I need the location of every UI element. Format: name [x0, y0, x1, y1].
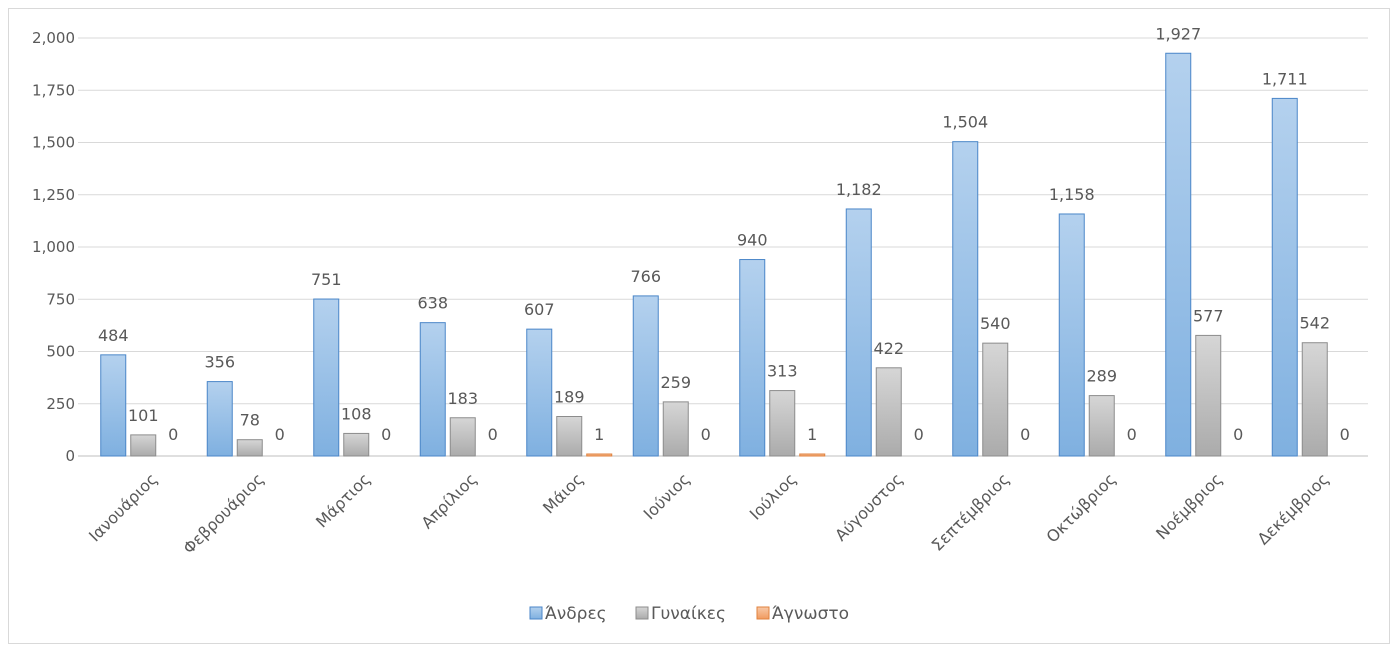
bar-Άνδρες-Δεκέμβριος [1271, 97, 1298, 457]
x-tick-label: Οκτώβριος [1042, 469, 1119, 546]
bar-Γυναίκες-Μάρτιος [343, 432, 370, 457]
legend-swatch [756, 606, 770, 620]
y-tick-label: 500 [46, 343, 75, 361]
data-label: 542 [1299, 314, 1330, 333]
data-label: 484 [98, 326, 129, 345]
x-tick-label: Αύγουστος [831, 469, 906, 544]
x-tick-label: Φεβρουάριος [179, 469, 267, 557]
data-label: 0 [914, 425, 924, 444]
x-axis: Ιανουάριος Φεβρουάριος Μάρτιος Απρίλιος Μάιο… [85, 469, 1333, 557]
y-tick-label: 750 [46, 290, 75, 308]
bar-Άνδρες-Ιούλιος [739, 259, 766, 457]
x-tick-label: Ιούλιος [746, 469, 800, 523]
data-label: 577 [1193, 306, 1224, 325]
x-tick-label: Ιούνιος [640, 469, 694, 523]
y-tick-label: 2,000 [32, 29, 75, 47]
data-label: 1 [807, 425, 817, 444]
bar-Γυναίκες-Ιούλιος [769, 390, 796, 457]
x-tick-label: Ιανουάριος [85, 469, 161, 545]
bar-Άνδρες-Αύγουστος [845, 208, 872, 457]
data-labels: 484 101 0 356 78 0 751 108 0 638 183 0 607 189 1 766 259… [98, 24, 1350, 444]
chart-area [8, 8, 1390, 644]
data-label: 108 [341, 404, 372, 423]
data-label: 183 [447, 389, 478, 408]
x-tick-label: Δεκέμβριος [1254, 469, 1333, 548]
data-label: 638 [417, 294, 448, 313]
legend-label: Άνδρες [545, 604, 607, 624]
bar-Άνδρες-Νοέμβριος [1165, 52, 1192, 457]
legend-label: Γυναίκες [651, 604, 726, 624]
y-tick-label: 250 [46, 395, 75, 413]
data-label: 0 [1340, 425, 1350, 444]
data-label: 189 [554, 387, 585, 406]
bar-Γυναίκες-Αύγουστος [875, 367, 902, 457]
data-label: 289 [1086, 367, 1117, 386]
data-label: 540 [980, 314, 1011, 333]
data-label: 313 [767, 362, 798, 381]
data-label: 1 [594, 425, 604, 444]
bar-Γυναίκες-Ιανουάριος [130, 434, 157, 457]
legend-swatch [635, 606, 649, 620]
bar-Άνδρες-Απρίλιος [419, 322, 446, 457]
bar-Γυναίκες-Ιούνιος [662, 401, 689, 457]
data-label: 751 [311, 270, 342, 289]
bar-Γυναίκες-Σεπτέμβριος [982, 342, 1009, 457]
y-tick-label: 0 [65, 447, 75, 465]
bar-Άγνωστο-Μάιος [586, 453, 613, 457]
data-label: 1,711 [1262, 69, 1308, 88]
bar-Γυναίκες-Νοέμβριος [1195, 334, 1222, 457]
data-label: 1,158 [1049, 185, 1095, 204]
x-tick-label: Απρίλιος [417, 469, 480, 532]
bar-Γυναίκες-Φεβρουάριος [236, 439, 263, 457]
bar-Άγνωστο-Ιούλιος [799, 453, 826, 457]
y-tick-label: 1,500 [32, 134, 75, 152]
bar-Γυναίκες-Οκτώβριος [1088, 395, 1115, 457]
legend: Άνδρες Γυναίκες Άγνωστο [529, 604, 849, 624]
data-label: 940 [737, 231, 768, 250]
bar-Άνδρες-Σεπτέμβριος [952, 141, 979, 457]
legend-label: Άγνωστο [772, 604, 849, 624]
y-tick-label: 1,000 [32, 238, 75, 256]
data-label: 0 [275, 425, 285, 444]
data-label: 0 [701, 425, 711, 444]
bar-Γυναίκες-Μάιος [556, 415, 583, 457]
bar-Άνδρες-Ιούνιος [632, 295, 659, 457]
bar-Άνδρες-Μάρτιος [313, 298, 340, 457]
data-label: 78 [240, 411, 260, 430]
bar-Άνδρες-Μάιος [526, 328, 553, 457]
y-tick-label: 1,750 [32, 81, 75, 99]
bar-Γυναίκες-Απρίλιος [449, 417, 476, 457]
data-label: 0 [488, 425, 498, 444]
data-label: 259 [660, 373, 691, 392]
gridlines [78, 37, 1368, 457]
data-label: 356 [204, 353, 235, 372]
data-label: 101 [128, 406, 159, 425]
data-label: 0 [381, 425, 391, 444]
data-label: 0 [1127, 425, 1137, 444]
bar-Άνδρες-Φεβρουάριος [206, 381, 233, 457]
x-tick-label: Μάρτιος [312, 469, 374, 531]
data-label: 0 [1020, 425, 1030, 444]
data-label: 766 [630, 267, 661, 286]
data-label: 0 [1233, 425, 1243, 444]
x-tick-label: Μάιος [539, 469, 587, 517]
bar-Γυναίκες-Δεκέμβριος [1301, 342, 1328, 457]
x-tick-label: Σεπτέμβριος [928, 469, 1013, 554]
data-label: 1,504 [942, 113, 988, 132]
data-label: 0 [168, 425, 178, 444]
y-tick-label: 1,250 [32, 186, 75, 204]
bar-Άνδρες-Οκτώβριος [1058, 213, 1085, 457]
legend-swatch [529, 606, 543, 620]
bars [100, 52, 1328, 457]
bar-Άνδρες-Ιανουάριος [100, 354, 127, 457]
x-tick-label: Νοέμβριος [1152, 469, 1226, 543]
data-label: 422 [873, 339, 904, 358]
data-label: 1,927 [1155, 24, 1201, 43]
data-label: 607 [524, 300, 555, 319]
y-axis: 0 250 500 750 1,000 1,250 1,500 1,750 2,000 [32, 29, 75, 465]
data-label: 1,182 [836, 180, 882, 199]
